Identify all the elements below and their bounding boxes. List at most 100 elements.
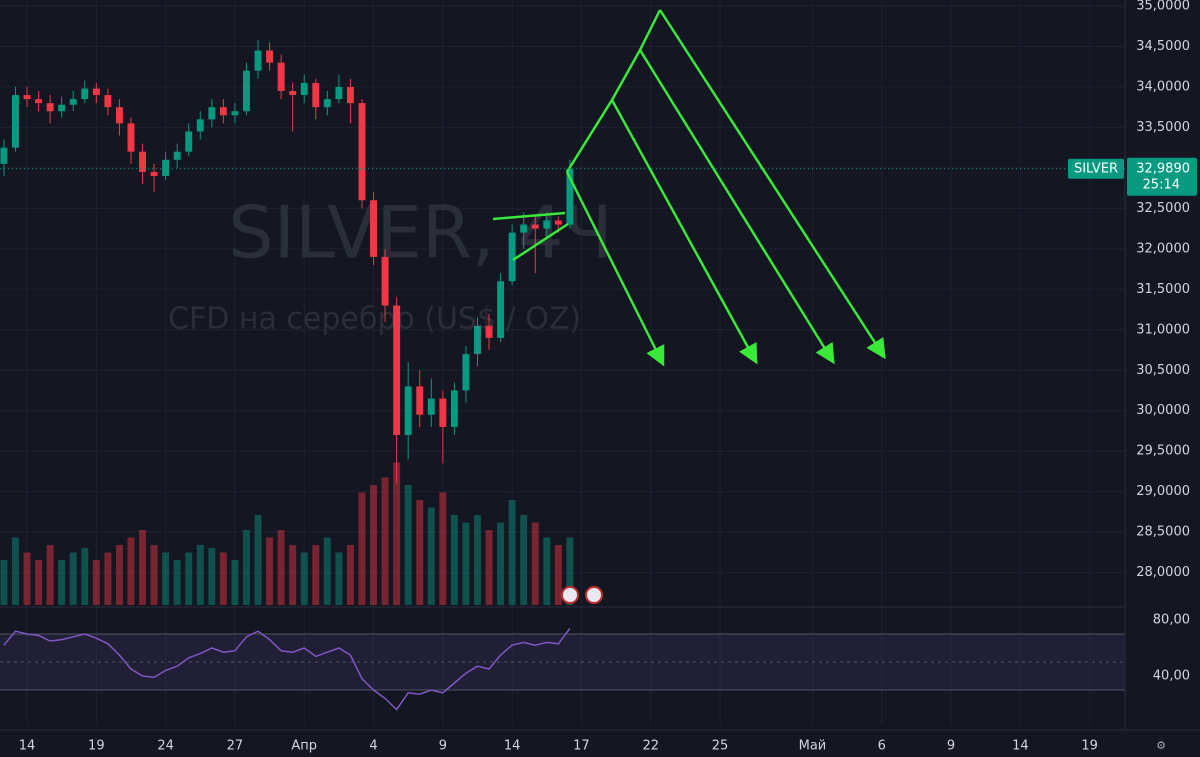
volume-bar — [277, 530, 285, 605]
volume-bar — [289, 545, 297, 605]
volume-bar — [231, 560, 239, 605]
volume-bar — [115, 545, 123, 605]
x-tick-label: 17 — [573, 739, 590, 754]
candle-body — [104, 95, 112, 108]
x-tick-label: 27 — [227, 739, 244, 754]
candle-body — [335, 86, 343, 100]
drawings — [492, 9, 886, 367]
volume-bar — [566, 537, 574, 605]
rsi-line — [3, 627, 571, 711]
x-tick-label: 9 — [947, 739, 955, 754]
volume-bar — [196, 545, 204, 605]
candle-body — [462, 354, 470, 391]
volume-bar — [150, 545, 158, 605]
y-tick-label: 30,5000 — [1136, 363, 1190, 378]
y-tick-label: 35,0000 — [1136, 0, 1190, 13]
x-tick-label: 9 — [439, 739, 447, 754]
candles — [0, 39, 574, 484]
candle-body — [439, 398, 447, 427]
candle-body — [485, 325, 493, 338]
volume-bar — [208, 548, 216, 605]
candle-body — [208, 107, 216, 120]
candle-body — [393, 305, 401, 436]
grid — [0, 0, 1125, 725]
volume-bar — [266, 537, 274, 605]
trendline — [512, 222, 569, 262]
y-tick-label: 31,5000 — [1136, 282, 1190, 297]
volume-bar — [162, 552, 170, 605]
rsi-tick-label: 40,00 — [1153, 669, 1190, 684]
volume-bar — [12, 537, 19, 605]
countdown: 25:14 — [1143, 177, 1180, 192]
volume-bar — [300, 552, 308, 605]
volume-bar — [69, 552, 77, 605]
candle-body — [58, 104, 66, 112]
rsi-pane — [0, 627, 1125, 711]
candle-body — [474, 325, 481, 355]
candle-body — [92, 88, 100, 96]
x-tick-label: 22 — [642, 739, 659, 754]
volume-bar — [462, 522, 470, 605]
volume-bar — [531, 522, 539, 605]
event-icon[interactable] — [585, 586, 603, 604]
volume-bar — [393, 462, 401, 605]
symbol-tag: SILVER — [1074, 161, 1118, 176]
price-label: 32,9890 — [1136, 161, 1190, 176]
x-tick-label: 19 — [1081, 739, 1098, 754]
x-tick-label: 19 — [88, 739, 105, 754]
volume-bar — [439, 492, 447, 605]
arrow — [658, 9, 886, 360]
volume-bar — [346, 545, 354, 605]
volume-bar — [370, 485, 378, 605]
price-tag-bg — [1068, 158, 1124, 179]
volume-bar — [92, 560, 100, 605]
volume-bar — [520, 515, 528, 605]
volume-bar — [497, 522, 505, 605]
volume-bar — [81, 548, 89, 605]
candle-body — [370, 200, 378, 257]
volume-bar — [46, 545, 54, 605]
candle-body — [497, 281, 505, 338]
volume-bar — [127, 537, 135, 605]
volume-bar — [427, 507, 435, 605]
watermark-title: SILVER, 4Ч — [228, 191, 613, 275]
volume-bar — [508, 500, 516, 605]
y-tick-label: 29,0000 — [1136, 484, 1190, 499]
candle-body — [150, 171, 158, 176]
y-tick-label: 29,5000 — [1136, 444, 1190, 459]
candle-body — [381, 256, 389, 306]
candle-body — [254, 50, 262, 71]
rsi-tick-label: 80,00 — [1153, 613, 1190, 628]
volume-bar — [323, 537, 331, 605]
candle-body — [266, 50, 274, 63]
volume-bar — [0, 560, 8, 605]
x-tick-label: 6 — [878, 739, 886, 754]
candle-body — [566, 168, 574, 225]
candle-body — [12, 95, 19, 148]
volume-bar — [543, 537, 551, 605]
candle-body — [416, 386, 424, 415]
volume-bar — [381, 477, 389, 605]
x-tick-label: 14 — [19, 739, 36, 754]
volume-bar — [358, 492, 366, 605]
candle-body — [289, 90, 297, 96]
y-tick-label: 30,0000 — [1136, 403, 1190, 418]
event-icon[interactable] — [561, 586, 579, 604]
volume-bar — [139, 530, 146, 605]
y-tick-label: 34,5000 — [1136, 39, 1190, 54]
candle-body — [231, 111, 239, 116]
candle-body — [554, 220, 562, 225]
y-tick-label: 32,0000 — [1136, 241, 1190, 256]
y-tick-label: 34,0000 — [1136, 79, 1190, 94]
candle-body — [115, 107, 123, 124]
candle-body — [219, 107, 227, 116]
arrow — [638, 49, 835, 365]
candle-body — [520, 224, 528, 233]
price-label-bg — [1127, 157, 1197, 196]
candle-body — [531, 224, 539, 229]
settings-icon[interactable]: ⚙ — [1156, 739, 1166, 752]
candle-body — [450, 390, 458, 427]
candle-body — [358, 103, 366, 201]
candle-body — [277, 62, 285, 91]
